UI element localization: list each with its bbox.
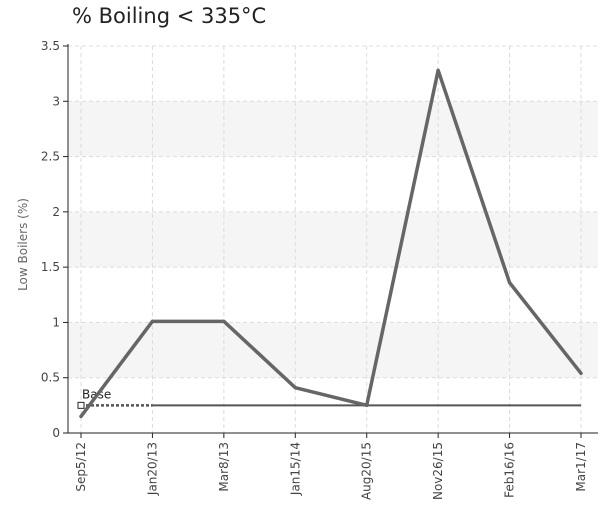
y-tick-label: 1.5: [41, 260, 60, 274]
data-point: [365, 404, 368, 407]
data-point: [508, 281, 511, 284]
y-tick-label: 3: [52, 94, 60, 108]
x-tick-label: Feb16/16: [503, 442, 517, 498]
data-point: [222, 320, 225, 323]
data-point: [580, 372, 583, 375]
x-ticks-layer: Sep5/12 Jan20/13 Mar8/13 Jan15/14 Aug20/15 No…: [74, 433, 588, 500]
x-tick-label: Mar1/17: [574, 442, 588, 492]
y-tick-label: 2: [52, 205, 60, 219]
y-ticks-layer: 0 0.5 1 1.5 2 2.5 3 3.5: [41, 39, 68, 440]
y-tick-label: 2.5: [41, 150, 60, 164]
x-tick-label: Sep5/12: [74, 442, 88, 492]
data-point: [80, 415, 83, 418]
x-tick-label: Jan15/14: [288, 442, 302, 496]
x-tick-label: Nov26/15: [431, 442, 445, 500]
x-tick-label: Jan20/13: [145, 442, 159, 496]
data-point: [151, 320, 154, 323]
y-axis-label: Low Boilers (%): [16, 198, 30, 291]
y-tick-label: 3.5: [41, 39, 60, 53]
grid-band: [68, 101, 598, 156]
y-tick-label: 1: [52, 315, 60, 329]
x-tick-label: Aug20/15: [360, 442, 374, 500]
grid-band: [68, 212, 598, 267]
band-layer: [68, 101, 598, 377]
x-tick-label: Mar8/13: [217, 442, 231, 492]
data-point: [294, 386, 297, 389]
y-tick-label: 0: [52, 426, 60, 440]
data-point: [437, 69, 440, 72]
baseline-marker: [78, 402, 84, 408]
y-tick-label: 0.5: [41, 371, 60, 385]
